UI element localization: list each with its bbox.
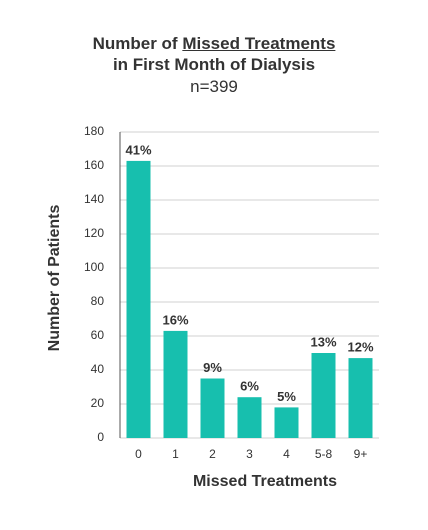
data-label: 9% — [203, 360, 222, 375]
bar — [163, 330, 188, 438]
y-tick-label: 160 — [84, 158, 104, 172]
x-tick-label: 3 — [246, 447, 253, 461]
data-label: 12% — [347, 340, 373, 355]
x-tick-label: 1 — [172, 447, 179, 461]
x-tick-label: 4 — [283, 447, 290, 461]
x-tick-label: 2 — [209, 447, 216, 461]
y-axis-label: Number of Patients — [46, 205, 63, 352]
chart-subtitle: n=399 — [190, 77, 238, 96]
title-text: Missed Treatments — [182, 34, 336, 53]
x-tick-label: 5-8 — [315, 447, 333, 461]
y-tick-label: 20 — [91, 396, 105, 410]
title-text: in First Month of Dialysis — [112, 55, 316, 74]
title-text: Number of — [92, 34, 178, 53]
data-label: 16% — [162, 312, 188, 327]
bar — [311, 353, 336, 438]
x-axis-label: Missed Treatments — [193, 473, 337, 490]
data-label: 41% — [125, 142, 151, 157]
x-tick-label: 0 — [135, 447, 142, 461]
y-tick-label: 60 — [91, 328, 105, 342]
chart-title: Number of Missed Treatments in First Month… — [0, 33, 428, 75]
y-tick-label: 180 — [84, 124, 104, 138]
y-tick-label: 140 — [84, 192, 104, 206]
data-label: 13% — [310, 334, 336, 349]
y-tick-label: 40 — [91, 362, 105, 376]
bar — [348, 358, 373, 438]
bar — [237, 397, 262, 438]
title-line: in First Month of Dialysis — [0, 54, 428, 75]
data-label: 5% — [277, 389, 296, 404]
bar — [126, 160, 151, 438]
y-tick-label: 120 — [84, 226, 104, 240]
bar — [200, 378, 225, 438]
title-line: Number of Missed Treatments — [0, 33, 428, 54]
data-label: 6% — [240, 379, 259, 394]
x-tick-label: 9+ — [354, 447, 368, 461]
y-tick-label: 0 — [97, 430, 104, 444]
y-tick-label: 80 — [91, 294, 105, 308]
bar — [274, 407, 299, 438]
y-tick-label: 100 — [84, 260, 104, 274]
